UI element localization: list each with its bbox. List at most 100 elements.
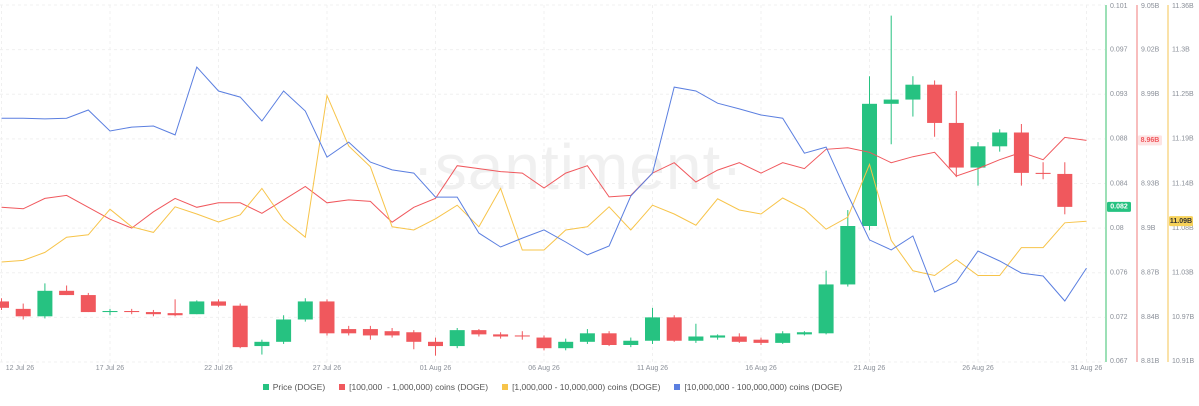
candle-body [384,331,400,336]
y-tick-label: 8.93B [1141,180,1160,187]
y-tick-label: 11.3B [1172,46,1190,53]
x-tick-label: 01 Aug 26 [420,365,452,372]
candle-body [362,329,378,336]
y-tick-label: 11.14B [1172,180,1194,187]
x-tick-label: 31 Aug 26 [1071,365,1103,372]
y-tick-label: 0.088 [1110,136,1128,143]
watermark: ·santiment· [412,131,743,203]
value-marker [1169,216,1193,227]
candle-body [102,311,118,313]
x-tick-label: 26 Aug 26 [962,365,994,372]
x-tick-label: 11 Aug 26 [637,365,668,372]
candle-body [124,311,140,313]
y-tick-label: 10.97B [1172,314,1195,321]
y-tick-label: 0.076 [1110,270,1128,277]
candle-body [710,335,726,338]
candle-body [948,122,964,168]
candle-body [428,341,443,347]
candle-body [666,317,682,341]
candle-body [15,308,31,317]
y-tick-label: 8.99B [1141,91,1160,98]
y-tick-label: 0.067 [1110,358,1128,365]
candle-body [883,99,899,104]
value-marker-label: 8.96B [1141,137,1160,144]
candle-body [0,301,9,308]
y-tick-label: 8.87B [1141,270,1160,277]
x-tick-label: 06 Aug 26 [528,365,560,372]
y-tick-label: 9.02B [1141,46,1160,53]
legend-item[interactable]: [1,000,000 - 10,000,000) coins (DOGE) [502,382,660,392]
candle-body [319,301,335,334]
x-tick-label: 27 Jul 26 [313,365,342,372]
candle-body [167,313,183,316]
candle-body [775,333,791,343]
value-marker [1138,135,1162,146]
legend-label: [10,000,000 - 100,000,000) coins (DOGE) [684,382,843,392]
candle-body [579,333,595,342]
y-tick-label: 9.05B [1141,3,1160,10]
x-tick-label: 17 Jul 26 [96,365,125,372]
candle-body [601,333,617,345]
y-tick-label: 0.072 [1110,314,1128,321]
series-line [1,66,1087,302]
candle-body [406,332,422,342]
x-tick-label: 22 Jul 26 [204,365,233,372]
candle-body [796,332,812,335]
candle-body [1057,173,1073,207]
legend-swatch [262,384,269,390]
candle-body [970,146,986,168]
legend-label: Price (DOGE) [272,382,326,392]
candle-body [753,339,769,343]
value-marker [1107,201,1131,212]
y-tick-label: 11.03B [1172,270,1194,277]
candle-body [37,290,53,317]
y-tick-label: 11.08B [1172,225,1194,232]
y-tick-label: 0.097 [1110,46,1128,53]
candle-body [840,226,856,285]
y-tick-label: 11.36B [1172,3,1194,10]
candle-body [992,132,1008,147]
candle-body [254,341,270,347]
legend-swatch [674,384,681,390]
y-tick-label: 8.9B [1141,225,1156,232]
y-tick-label: 0.084 [1110,180,1128,187]
candle-body [59,290,75,296]
y-tick-label: 10.91B [1172,358,1195,365]
candle-body [731,336,747,342]
legend: Price (DOGE) [100,000 - 1,000,000) coins … [0,382,1105,392]
legend-swatch [339,384,346,390]
y-tick-label: 8.84B [1141,314,1160,321]
series-line [1,136,1087,229]
candle-body [927,84,943,123]
chart: ·santiment· 12 Jul 26 17 Jul 26 22 Jul 26 2… [0,3,1195,372]
x-tick-label: 21 Aug 26 [854,365,886,372]
candle-body [493,334,509,337]
x-tick-label: 16 Aug 26 [745,365,777,372]
x-tick-label: 12 Jul 26 [6,365,35,372]
candle-body [297,301,313,320]
legend-item[interactable]: [10,000,000 - 100,000,000) coins (DOGE) [674,382,842,392]
candle-body [211,301,226,306]
y-tick-label: 0.101 [1110,3,1128,10]
legend-item[interactable]: [100,000 - 1,000,000) coins (DOGE) [339,382,488,392]
grid [0,4,1105,363]
y-tick-label: 0.08 [1110,225,1124,232]
y-tick-label: 8.81B [1141,358,1160,365]
candle-body [341,329,357,334]
candle-body [645,317,660,341]
value-marker-label: 11.09B [1170,218,1192,225]
legend-item[interactable]: Price (DOGE) [262,382,326,392]
legend-swatch [502,384,509,390]
candle-body [1035,172,1051,174]
candle-body [276,319,292,342]
legend-label: [100,000 - 1,000,000) coins (DOGE) [349,382,489,392]
candle-body [905,84,921,100]
candle-body [189,301,205,315]
candle-body [449,330,465,347]
candle-body [818,284,834,334]
candle-body [232,305,248,348]
legend-label: [1,000,000 - 10,000,000) coins (DOGE) [512,382,661,392]
value-marker-label: 0.082 [1110,204,1128,211]
candle-body [623,340,639,345]
